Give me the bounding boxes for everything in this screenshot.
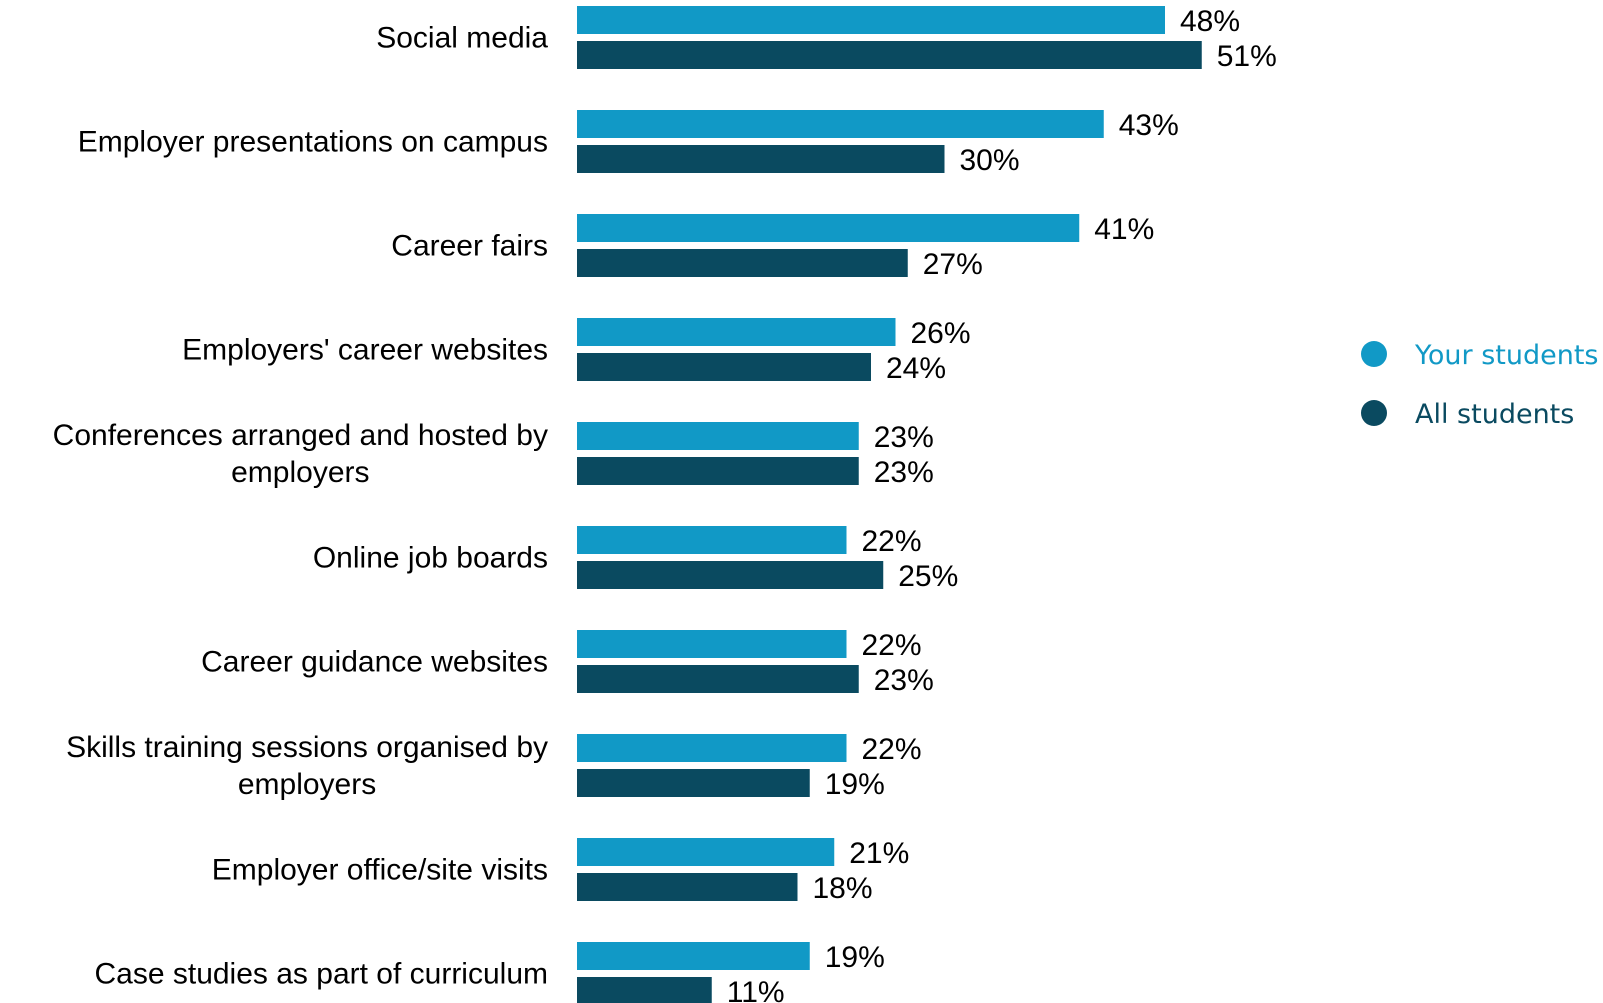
bar-all-students-9 [577, 977, 712, 1003]
value-label-your-students-1: 43% [1119, 109, 1179, 142]
bar-all-students-2 [577, 249, 908, 277]
category-labels: Social media Employer presentations on ca… [53, 22, 549, 991]
category-label-1: Employer presentations on campus [78, 126, 548, 159]
bar-all-students-1 [577, 145, 945, 173]
value-label-your-students-5: 22% [862, 525, 922, 558]
value-label-all-students-9: 11% [727, 976, 785, 1003]
bar-your-students-5 [577, 526, 847, 554]
value-label-all-students-8: 18% [813, 872, 873, 905]
value-label-your-students-8: 21% [849, 837, 909, 870]
value-label-your-students-2: 41% [1094, 213, 1154, 246]
bar-your-students-8 [577, 838, 835, 866]
value-labels: 48%51%43%30%41%27%26%24%23%23%22%25%22%2… [727, 5, 1277, 1003]
bar-your-students-3 [577, 318, 896, 346]
bars [577, 6, 1202, 1003]
bar-all-students-7 [577, 769, 810, 797]
category-label-7: Skills training sessions organised by emp… [66, 731, 548, 801]
bar-all-students-6 [577, 665, 859, 693]
legend-marker-your-students [1361, 341, 1387, 367]
bar-your-students-2 [577, 214, 1080, 242]
category-label-8: Employer office/site visits [212, 854, 548, 887]
value-label-all-students-0: 51% [1217, 40, 1277, 73]
legend-label-all-students: All students [1415, 399, 1574, 430]
value-label-all-students-1: 30% [960, 144, 1020, 177]
category-label-9: Case studies as part of curriculum [94, 958, 548, 991]
value-label-your-students-7: 22% [862, 733, 922, 766]
bar-your-students-7 [577, 734, 847, 762]
bar-your-students-0 [577, 6, 1165, 34]
value-label-your-students-9: 19% [825, 941, 885, 974]
value-label-your-students-3: 26% [911, 317, 971, 350]
bar-all-students-4 [577, 457, 859, 485]
value-label-all-students-3: 24% [886, 352, 946, 385]
category-label-2: Career fairs [391, 230, 548, 263]
legend-label-your-students: Your students [1414, 340, 1599, 371]
category-label-0: Social media [376, 22, 548, 55]
bar-your-students-4 [577, 422, 859, 450]
value-label-all-students-7: 19% [825, 768, 885, 801]
value-label-all-students-5: 25% [898, 560, 958, 593]
value-label-all-students-6: 23% [874, 664, 934, 697]
bar-all-students-5 [577, 561, 884, 589]
legend-marker-all-students [1361, 400, 1387, 426]
bar-all-students-8 [577, 873, 798, 901]
bar-your-students-6 [577, 630, 847, 658]
value-label-all-students-2: 27% [923, 248, 983, 281]
category-label-3: Employers' career websites [182, 334, 548, 367]
bar-your-students-9 [577, 942, 810, 970]
value-label-your-students-0: 48% [1180, 5, 1240, 38]
value-label-all-students-4: 23% [874, 456, 934, 489]
bar-your-students-1 [577, 110, 1104, 138]
bar-all-students-3 [577, 353, 871, 381]
category-label-6: Career guidance websites [201, 646, 548, 679]
value-label-your-students-4: 23% [874, 421, 934, 454]
legend: Your students All students [1361, 340, 1599, 430]
bar-all-students-0 [577, 41, 1202, 69]
value-label-your-students-6: 22% [862, 629, 922, 662]
category-label-4: Conferences arranged and hosted by employ… [53, 419, 548, 489]
category-label-5: Online job boards [313, 542, 548, 575]
